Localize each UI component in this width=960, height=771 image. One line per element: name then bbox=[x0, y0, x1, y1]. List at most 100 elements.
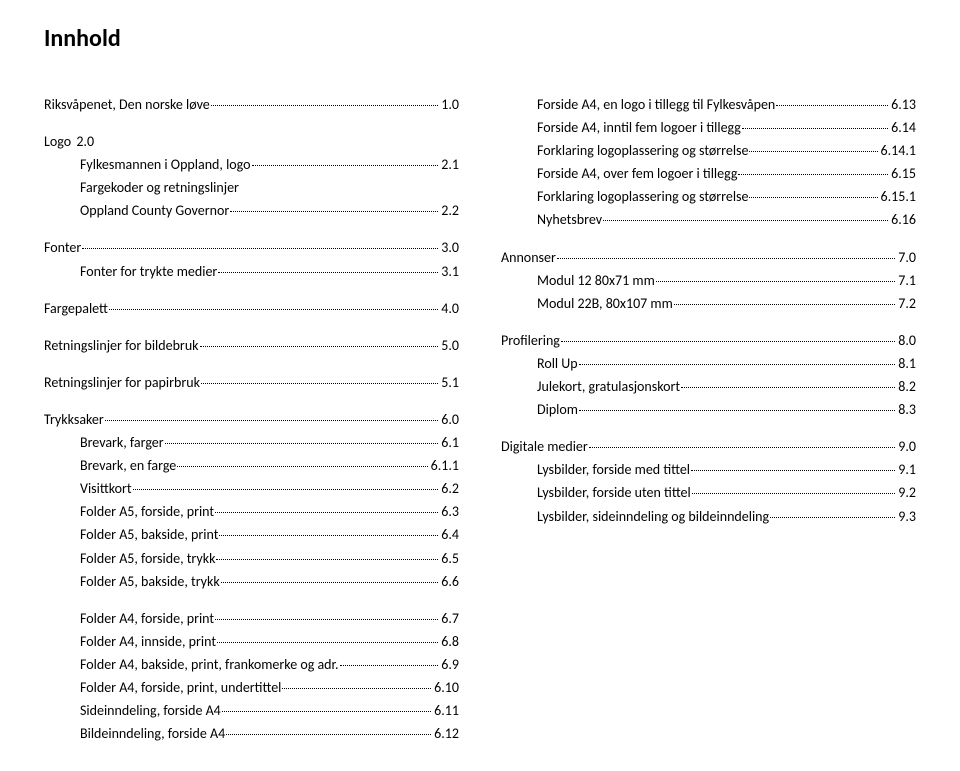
toc-leader-dots bbox=[749, 151, 877, 152]
toc-label: Forside A4, inntil fem logoer i tillegg bbox=[537, 116, 741, 139]
toc-row: Brevark, en farge6.1.1 bbox=[44, 454, 459, 477]
toc-gap bbox=[44, 320, 459, 334]
toc-row: Digitale medier 9.0 bbox=[501, 435, 916, 458]
toc-label: Forside A4, over fem logoer i tillegg bbox=[537, 162, 737, 185]
toc-label: Digitale medier bbox=[501, 435, 588, 458]
toc-row: Folder A4, bakside, print, frankomerke o… bbox=[44, 653, 459, 676]
toc-row: Retningslinjer for bildebruk 5.0 bbox=[44, 334, 459, 357]
toc-row: Fonter for trykte medier3.1 bbox=[44, 260, 459, 283]
toc-page: 5.0 bbox=[439, 334, 459, 357]
toc-leader-dots bbox=[603, 220, 888, 221]
toc-leader-dots bbox=[226, 734, 431, 735]
toc-page: 6.7 bbox=[439, 607, 459, 630]
toc-page: 3.1 bbox=[439, 260, 459, 283]
toc-label: Folder A4, bakside, print, frankomerke o… bbox=[80, 653, 339, 676]
toc-row: Lysbilder, sideinndeling og bildeinndeli… bbox=[501, 505, 916, 528]
toc-label: Folder A4, forside, print bbox=[80, 607, 214, 630]
toc-label: Diplom bbox=[537, 398, 578, 421]
toc-columns: Riksvåpenet, Den norske løve1.0 Logo 2.0 F… bbox=[44, 93, 916, 745]
toc-page: 6.5 bbox=[439, 547, 459, 570]
toc-label: Modul 22B, 80x107 mm bbox=[537, 292, 673, 315]
toc-page: 6.13 bbox=[889, 93, 916, 116]
toc-row: Forside A4, over fem logoer i tillegg6.1… bbox=[501, 162, 916, 185]
toc-label: Riksvåpenet, Den norske løve bbox=[44, 93, 210, 116]
toc-leader-dots bbox=[340, 665, 439, 666]
toc-row: Retningslinjer for papirbruk5.1 bbox=[44, 371, 459, 394]
toc-gap bbox=[44, 357, 459, 371]
toc-row: Forside A4, inntil fem logoer i tillegg6… bbox=[501, 116, 916, 139]
toc-row: Forside A4, en logo i tillegg til Fylkes… bbox=[501, 93, 916, 116]
toc-gap bbox=[44, 283, 459, 297]
toc-page: 9.2 bbox=[896, 481, 916, 504]
toc-leader-dots bbox=[219, 535, 438, 536]
toc-page: 9.0 bbox=[896, 435, 916, 458]
toc-label: Oppland County Governor bbox=[80, 199, 229, 222]
toc-label: Folder A5, forside, print bbox=[80, 500, 214, 523]
toc-page: 5.1 bbox=[439, 371, 459, 394]
toc-leader-dots bbox=[579, 410, 895, 411]
toc-page: 2.0 bbox=[74, 130, 94, 153]
toc-label: Lysbilder, forside uten tittel bbox=[537, 481, 691, 504]
toc-leader-dots bbox=[770, 517, 895, 518]
toc-leader-dots bbox=[217, 642, 438, 643]
toc-leader-dots bbox=[201, 383, 438, 384]
toc-gap bbox=[501, 315, 916, 329]
toc-page: 9.1 bbox=[896, 458, 916, 481]
toc-row: Profilering8.0 bbox=[501, 329, 916, 352]
toc-leader-dots bbox=[691, 470, 895, 471]
toc-row: Riksvåpenet, Den norske løve1.0 bbox=[44, 93, 459, 116]
toc-leader-dots bbox=[109, 309, 438, 310]
toc-leader-dots bbox=[105, 420, 438, 421]
toc-page: 4.0 bbox=[439, 297, 459, 320]
toc-row: Folder A5, bakside, trykk 6.6 bbox=[44, 570, 459, 593]
toc-page: 6.12 bbox=[432, 722, 459, 745]
toc-label: Forside A4, en logo i tillegg til Fylkes… bbox=[537, 93, 775, 116]
toc-row: Fonter3.0 bbox=[44, 236, 459, 259]
toc-label: Roll Up bbox=[537, 352, 578, 375]
toc-page: 6.6 bbox=[439, 570, 459, 593]
toc-leader-dots bbox=[742, 128, 888, 129]
toc-page: 2.1 bbox=[439, 153, 459, 176]
toc-page: 7.1 bbox=[896, 269, 916, 292]
toc-row: Bildeinndeling, forside A46.12 bbox=[44, 722, 459, 745]
toc-page: 6.11 bbox=[432, 699, 459, 722]
toc-row: Roll Up8.1 bbox=[501, 352, 916, 375]
toc-label: Sideinndeling, forside A4 bbox=[80, 699, 221, 722]
toc-leader-dots bbox=[656, 281, 895, 282]
toc-row: Lysbilder, forside uten tittel 9.2 bbox=[501, 481, 916, 504]
toc-page: 6.4 bbox=[439, 523, 459, 546]
toc-label: Lysbilder, forside med tittel bbox=[537, 458, 690, 481]
toc-label: Modul 12 80x71 mm bbox=[537, 269, 655, 292]
toc-leader-dots bbox=[200, 346, 439, 347]
toc-gap bbox=[501, 232, 916, 246]
toc-row: Annonser7.0 bbox=[501, 246, 916, 269]
toc-label: Visittkort bbox=[80, 477, 132, 500]
toc-leader-dots bbox=[221, 582, 439, 583]
toc-leader-dots bbox=[692, 493, 896, 494]
toc-leader-dots bbox=[738, 174, 888, 175]
toc-leader-dots bbox=[579, 364, 896, 365]
toc-row: Lysbilder, forside med tittel 9.1 bbox=[501, 458, 916, 481]
toc-row: Folder A5, bakside, print6.4 bbox=[44, 523, 459, 546]
toc-gap bbox=[44, 593, 459, 607]
toc-row: Forklaring logoplassering og størrelse6.… bbox=[501, 185, 916, 208]
toc-label: Fargepalett bbox=[44, 297, 108, 320]
toc-label: Folder A4, forside, print, undertittel bbox=[80, 676, 281, 699]
toc-row: Logo 2.0 bbox=[44, 130, 459, 153]
toc-leader-dots bbox=[681, 387, 895, 388]
toc-leader-dots bbox=[282, 688, 431, 689]
toc-row: Trykksaker6.0 bbox=[44, 408, 459, 431]
toc-label: Retningslinjer for bildebruk bbox=[44, 334, 199, 357]
toc-row: Nyhetsbrev6.16 bbox=[501, 208, 916, 231]
toc-label: Forklaring logoplassering og størrelse bbox=[537, 139, 748, 162]
toc-row: Folder A4, forside, print, undertittel6.… bbox=[44, 676, 459, 699]
toc-label: Profilering bbox=[501, 329, 560, 352]
toc-leader-dots bbox=[674, 304, 895, 305]
toc-page: 6.9 bbox=[439, 653, 459, 676]
toc-leader-dots bbox=[589, 447, 896, 448]
toc-left-column: Riksvåpenet, Den norske løve1.0 Logo 2.0 F… bbox=[44, 93, 459, 745]
toc-leader-dots bbox=[133, 489, 439, 490]
toc-label: Folder A5, bakside, trykk bbox=[80, 570, 220, 593]
toc-leader-dots bbox=[215, 619, 438, 620]
toc-right-column: Forside A4, en logo i tillegg til Fylkes… bbox=[501, 93, 916, 745]
